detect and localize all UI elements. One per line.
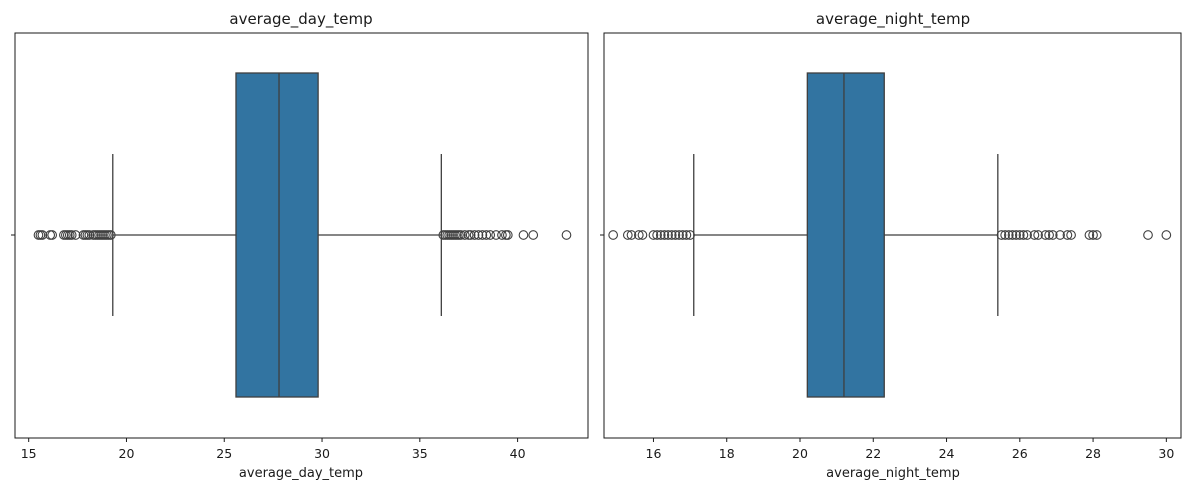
- chart-title: average_day_temp: [229, 10, 372, 29]
- outlier-point: [1084, 230, 1095, 240]
- x-tick-label: 22: [865, 446, 881, 461]
- boxplot-panel-night: average_night_temp average_night_temp 16…: [600, 10, 1182, 481]
- outlier-point: [1088, 230, 1098, 240]
- outlier-point: [663, 230, 673, 240]
- outlier-point: [35, 230, 46, 240]
- outlier-point: [105, 230, 116, 240]
- outlier-point: [497, 230, 507, 240]
- outlier-point: [1040, 230, 1051, 240]
- outlier-point: [1018, 230, 1029, 240]
- chart-title: average_night_temp: [816, 10, 970, 29]
- x-tick-label: 40: [510, 446, 526, 461]
- outlier-point: [626, 230, 637, 240]
- outlier-point: [1014, 230, 1025, 240]
- outlier-point: [1091, 230, 1102, 240]
- outlier-point: [1003, 230, 1014, 240]
- outlier-point: [491, 230, 501, 240]
- x-axis-label: average_night_temp: [826, 466, 960, 481]
- outlier-point: [1143, 230, 1153, 240]
- outlier-point: [1029, 230, 1040, 240]
- outlier-point: [1062, 230, 1073, 240]
- x-tick-label: 24: [939, 446, 955, 461]
- x-tick-label: 28: [1085, 446, 1101, 461]
- outlier-point: [666, 230, 677, 240]
- outlier-point: [465, 230, 476, 240]
- outlier-point: [1066, 230, 1076, 240]
- outlier-point: [622, 230, 633, 240]
- outlier-point: [66, 230, 77, 240]
- outlier-point: [659, 230, 670, 240]
- outlier-point: [47, 230, 58, 240]
- outlier-point: [70, 230, 81, 240]
- outlier-point: [1044, 230, 1054, 240]
- x-tick-label: 20: [792, 446, 808, 461]
- x-tick-label: 30: [314, 446, 330, 461]
- outlier-point: [1011, 230, 1021, 240]
- outlier-point: [685, 230, 695, 240]
- outlier-point: [1033, 230, 1043, 240]
- x-tick-label: 25: [216, 446, 232, 461]
- outlier-point: [681, 230, 692, 240]
- outlier-point: [670, 230, 681, 240]
- outlier-point: [37, 230, 48, 240]
- outlier-point: [1047, 230, 1058, 240]
- outlier-point: [485, 230, 496, 240]
- x-tick-label: 26: [1012, 446, 1028, 461]
- x-tick-label: 30: [1158, 446, 1174, 461]
- outlier-point: [674, 230, 684, 240]
- outlier-point: [1022, 230, 1032, 240]
- outlier-point: [633, 230, 644, 240]
- outlier-point: [561, 230, 572, 240]
- outlier-point: [84, 230, 95, 240]
- boxplot-panel-day: average_day_temp average_day_temp 15 20 25…: [11, 10, 589, 481]
- outlier-point: [469, 230, 480, 240]
- outlier-point: [1000, 230, 1011, 240]
- outlier-point: [996, 230, 1007, 240]
- outlier-point: [518, 230, 529, 240]
- outlier-point: [528, 230, 539, 240]
- outlier-point: [481, 230, 492, 240]
- outlier-point: [473, 230, 484, 240]
- iqr-box: [806, 72, 885, 398]
- x-tick-label: 18: [719, 446, 735, 461]
- outlier-point: [652, 230, 662, 240]
- outlier-point: [459, 230, 470, 240]
- outlier-point: [502, 230, 513, 240]
- x-tick-label: 35: [412, 446, 428, 461]
- outlier-point: [655, 230, 666, 240]
- x-tick-label: 15: [21, 446, 37, 461]
- outlier-point: [477, 230, 488, 240]
- outlier-point: [648, 230, 659, 240]
- iqr-box: [235, 72, 319, 398]
- outlier-point: [456, 230, 466, 240]
- outlier-point: [677, 230, 688, 240]
- outlier-point: [1055, 230, 1065, 240]
- outlier-point: [637, 230, 648, 240]
- x-tick-label: 20: [119, 446, 135, 461]
- x-tick-label: 16: [646, 446, 662, 461]
- x-axis-label: average_day_temp: [239, 466, 363, 481]
- outlier-point: [608, 230, 619, 240]
- outlier-point: [1007, 230, 1018, 240]
- outlier-point: [1161, 230, 1172, 240]
